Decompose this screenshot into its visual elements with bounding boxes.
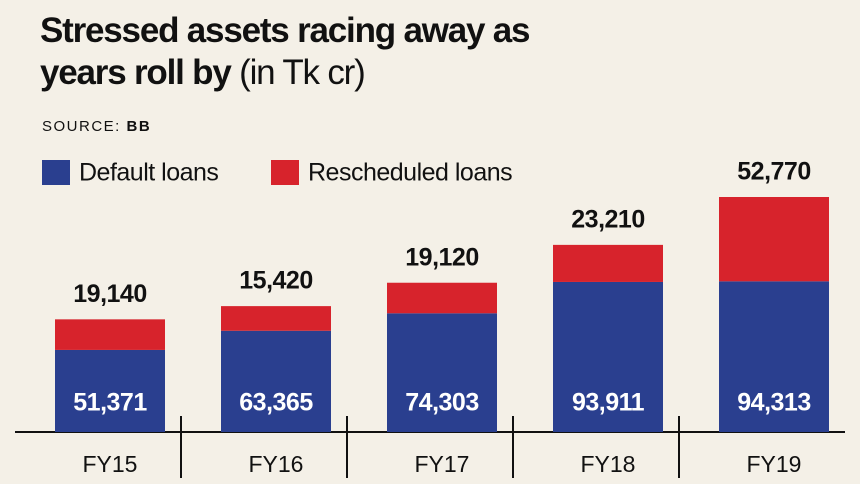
value-label: 19,120 [405,243,478,271]
source-name: BB [126,118,152,135]
bar-segment [553,244,663,282]
bar-segment [55,319,165,350]
value-label: 52,770 [737,158,810,186]
source-label: SOURCE: [42,118,121,135]
value-label: 93,911 [572,389,645,417]
value-label: 51,371 [73,389,147,417]
bar-segment [55,349,165,432]
legend-label: Rescheduled loans [308,159,512,187]
x-tick-label: FY18 [581,451,636,477]
chart-title: Stressed assets racing away as years rol… [40,11,531,92]
bar-segment [221,330,331,432]
bar-segment [387,282,497,314]
chart-title-block: Stressed assets racing away as years rol… [40,10,540,94]
value-label: 19,140 [73,280,146,308]
x-tick-label: FY19 [747,451,802,477]
x-tick-label: FY17 [415,451,470,477]
value-label: 63,365 [239,389,313,417]
x-tick-label: FY16 [249,451,304,477]
bar-segment [387,313,497,432]
bar-segment [553,281,663,432]
legend-label: Default loans [79,159,218,187]
legend-swatch [271,160,299,185]
value-label: 23,210 [571,205,644,233]
bar-segment [719,197,829,282]
bar-segment [221,306,331,331]
bar-segment [719,281,829,432]
legend-swatch [42,160,70,185]
value-label: 74,303 [405,389,478,417]
value-label: 15,420 [239,267,312,295]
chart-title-unit: (in Tk cr) [239,53,366,92]
value-label: 94,313 [737,389,810,417]
source: SOURCE: BB [42,118,151,135]
x-tick-label: FY15 [83,451,138,477]
